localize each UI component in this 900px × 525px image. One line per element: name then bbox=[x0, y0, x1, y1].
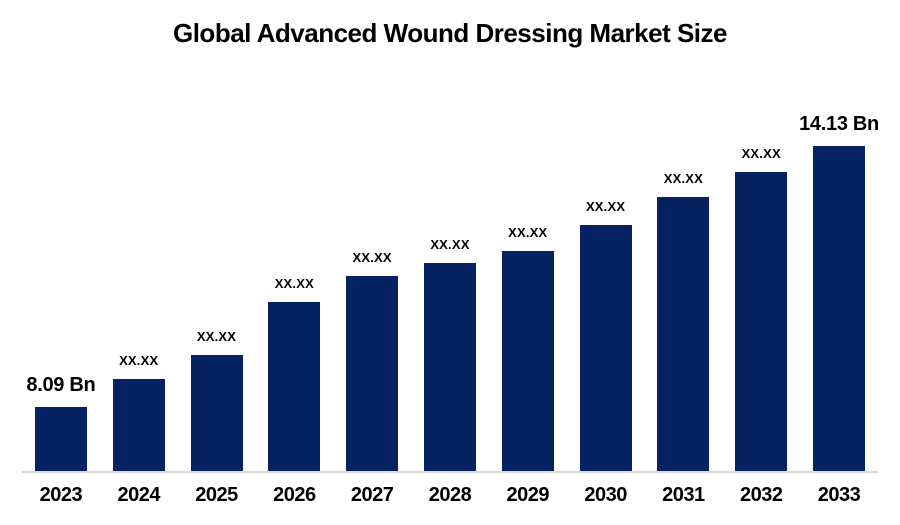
chart-title: Global Advanced Wound Dressing Market Si… bbox=[172, 18, 728, 48]
bar-value-label: XX.XX bbox=[663, 171, 704, 186]
bar bbox=[268, 302, 321, 471]
bar-value-label: XX.XX bbox=[508, 225, 548, 240]
bar-column: 8.09 Bn bbox=[22, 374, 100, 471]
x-axis-line bbox=[22, 471, 878, 473]
bar bbox=[346, 276, 399, 471]
bar bbox=[735, 172, 788, 471]
x-tick-label: 2030 bbox=[584, 484, 627, 506]
bar-column: XX.XX bbox=[100, 353, 178, 471]
x-tick-label: 2028 bbox=[428, 484, 472, 506]
bar bbox=[579, 225, 632, 471]
x-tick-label: 2026 bbox=[273, 484, 316, 506]
bar-column: XX.XX bbox=[255, 276, 333, 471]
bar-column: XX.XX bbox=[722, 146, 800, 471]
bar-value-label: XX.XX bbox=[352, 250, 392, 265]
bar-column: XX.XX bbox=[411, 237, 489, 471]
plot-area: 8.09 Bn XX.XX XX.XX XX.XX XX.XX XX.XX XX.XX XX.… bbox=[22, 0, 879, 525]
x-tick-label: 2023 bbox=[39, 484, 83, 506]
bar-column: XX.XX bbox=[178, 329, 256, 471]
x-tick-label: 2031 bbox=[662, 484, 705, 506]
bar-value-label: XX.XX bbox=[585, 199, 626, 214]
bar bbox=[813, 146, 866, 471]
x-tick-label: 2025 bbox=[195, 484, 238, 506]
bar bbox=[112, 379, 165, 471]
bar-value-label: XX.XX bbox=[741, 146, 781, 161]
bars-row: 8.09 Bn XX.XX XX.XX XX.XX XX.XX XX.XX XX.XX XX.… bbox=[22, 54, 879, 471]
bar bbox=[190, 355, 243, 471]
bar-value-label: XX.XX bbox=[274, 276, 314, 291]
bar-column: XX.XX bbox=[489, 225, 567, 471]
bar-column: XX.XX bbox=[567, 199, 645, 471]
bar bbox=[423, 263, 476, 471]
x-tick-label: 2024 bbox=[117, 484, 160, 506]
bar-value-label: XX.XX bbox=[119, 353, 159, 368]
bar-value-label: 14.13 Bn bbox=[799, 113, 879, 135]
x-axis-labels: 2023 2024 2025 2026 2027 2028 2029 2030 2031 2032… bbox=[22, 484, 878, 507]
x-tick-label: 2027 bbox=[350, 484, 394, 506]
x-tick-label: 2033 bbox=[817, 484, 861, 506]
bar-column: 14.13 Bn bbox=[799, 113, 879, 471]
bar-value-label: XX.XX bbox=[430, 237, 470, 252]
bar-column: XX.XX bbox=[333, 250, 411, 471]
bar bbox=[501, 251, 554, 471]
x-tick-label: 2029 bbox=[506, 484, 550, 506]
bar bbox=[34, 407, 87, 471]
bar-column: XX.XX bbox=[645, 171, 723, 471]
bar bbox=[657, 197, 710, 471]
bar-value-label: 8.09 Bn bbox=[26, 374, 96, 396]
bar-value-label: XX.XX bbox=[196, 329, 237, 344]
x-tick-label: 2032 bbox=[739, 484, 783, 506]
